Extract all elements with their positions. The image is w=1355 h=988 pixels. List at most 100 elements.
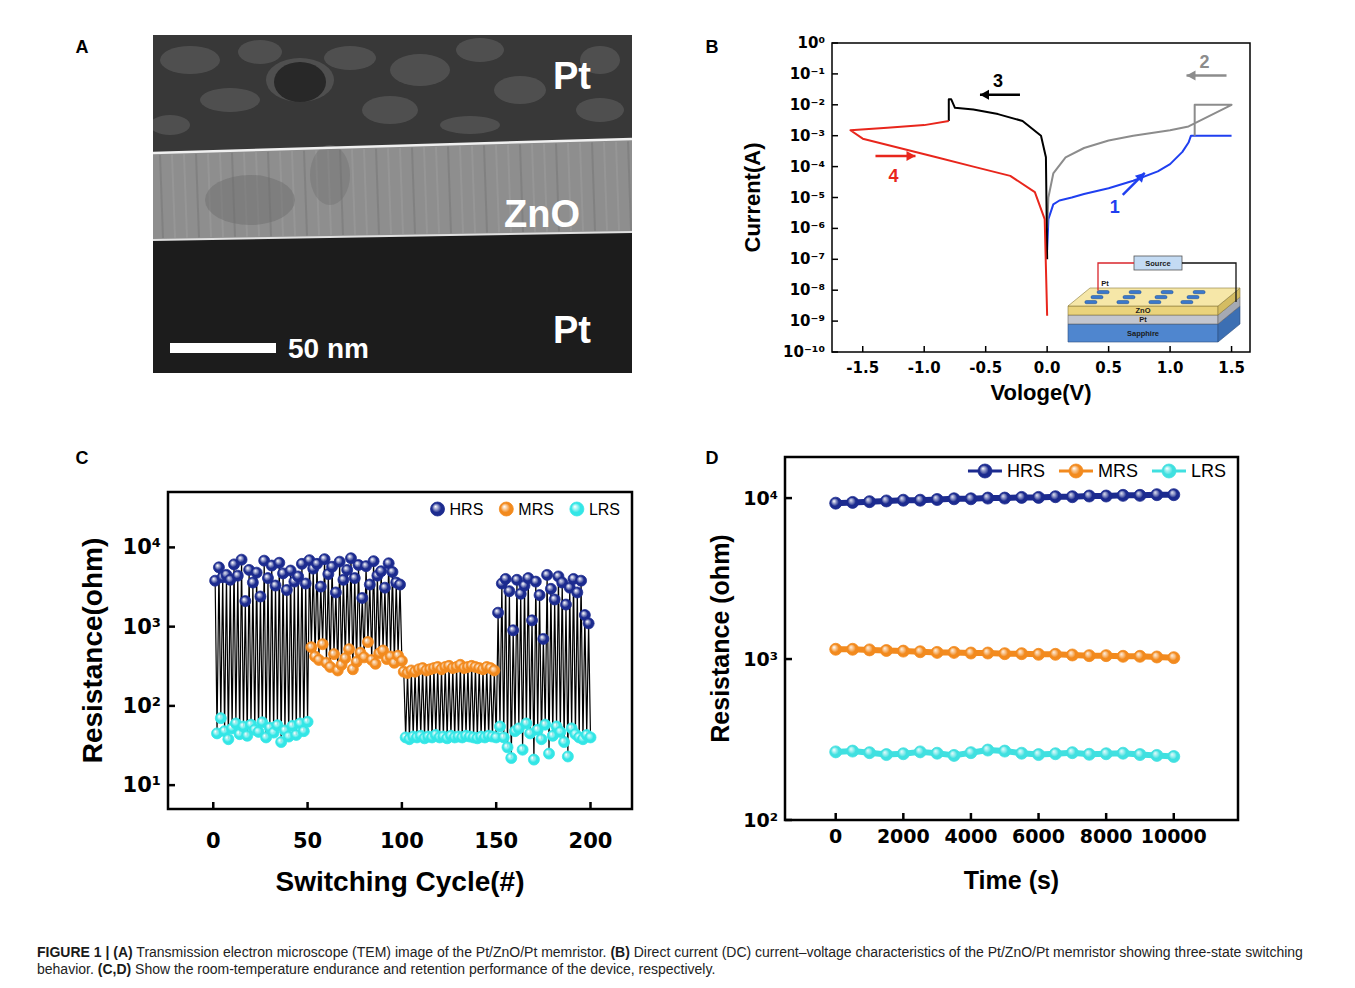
y-tick-label: 10¹: [123, 773, 161, 797]
data-point: [232, 570, 243, 581]
texture: [604, 142, 607, 231]
source-box: [1134, 256, 1182, 270]
data-point: [338, 574, 349, 585]
data-point: [1168, 751, 1180, 763]
data-point: [914, 746, 926, 758]
texture: [364, 149, 367, 235]
texture: [448, 147, 451, 234]
y-tick-label: 10⁻⁴: [790, 158, 825, 176]
data-point: [830, 497, 842, 509]
wire: [1098, 263, 1134, 291]
data-point: [1117, 489, 1129, 501]
scale-bar-label: 50 nm: [288, 333, 369, 364]
data-point: [362, 637, 373, 648]
x-tick-label: 10000: [1141, 825, 1207, 847]
data-point: [1049, 648, 1061, 660]
data-point: [999, 648, 1011, 660]
annotation-arrowhead: [1135, 173, 1145, 183]
caption-label: (A): [113, 944, 132, 960]
data-point: [982, 492, 994, 504]
x-tick: [1108, 346, 1110, 352]
data-point: [1016, 747, 1028, 759]
texture: [153, 115, 190, 135]
x-tick-label: 1.5: [1218, 359, 1245, 377]
data-point: [542, 569, 553, 580]
layer-label: Pt: [553, 55, 591, 97]
data-point: [1066, 747, 1078, 759]
y-tick-label: 10³: [123, 615, 161, 639]
inset-label: ZnO: [1136, 306, 1151, 315]
data-point: [270, 580, 281, 591]
sapphire-front: [1068, 324, 1218, 342]
y-tick: [832, 197, 838, 199]
texture: [580, 143, 583, 231]
data-point: [1168, 489, 1180, 501]
data-point: [215, 713, 226, 724]
zno-layer: [153, 139, 632, 240]
data-point: [223, 734, 234, 745]
top-electrode: [1117, 301, 1129, 304]
data-point: [364, 579, 375, 590]
series-line: [949, 99, 1047, 259]
data-point: [534, 590, 545, 601]
x-tick-label: 0.0: [1034, 359, 1061, 377]
data-point: [1016, 648, 1028, 660]
x-tick: [923, 346, 925, 352]
panel-label: D: [706, 448, 719, 468]
texture: [352, 149, 355, 234]
texture: [205, 175, 295, 225]
top-electrode: [1155, 296, 1167, 299]
y-tick: [832, 104, 838, 106]
panel-label: C: [76, 448, 89, 468]
texture: [456, 38, 504, 62]
y-axis-title: Resistance (ohm): [706, 534, 734, 742]
texture: [592, 142, 595, 230]
data-point: [559, 737, 570, 748]
data-point: [344, 644, 355, 655]
data-point: [880, 749, 892, 761]
y-tick: [832, 289, 838, 291]
data-point: [847, 496, 859, 508]
device-inset: SourcePtZnOPtSapphire: [1068, 256, 1240, 342]
y-axis-title: Resistance(ohm): [77, 538, 108, 764]
x-tick-label: 1.0: [1157, 359, 1184, 377]
texture: [388, 148, 391, 234]
legend-entry: HRS: [431, 501, 484, 518]
data-point: [1117, 747, 1129, 759]
data-point: [315, 581, 326, 592]
switching-line: [215, 558, 590, 759]
x-tick: [985, 346, 987, 352]
zno-front: [1068, 306, 1218, 315]
plot-area: [210, 553, 596, 765]
y-tick: [832, 166, 838, 168]
data-point: [982, 647, 994, 659]
tem-image: PtZnOPt50 nm: [150, 35, 632, 373]
annotation-arrowhead: [980, 90, 989, 100]
data-point: [1100, 650, 1112, 662]
data-point: [948, 646, 960, 658]
y-tick-label: 10⁻¹: [790, 65, 825, 83]
data-point: [965, 747, 977, 759]
x-tick-label: 0: [829, 825, 842, 847]
data-point: [489, 665, 500, 676]
data-point: [521, 718, 532, 729]
data-point: [1049, 491, 1061, 503]
inset-label: Pt: [1139, 315, 1147, 324]
curve-label: 2: [1200, 52, 1210, 72]
texture: [362, 96, 418, 124]
data-point: [240, 596, 251, 607]
data-point: [494, 721, 505, 732]
data-point: [1083, 490, 1095, 502]
data-point: [999, 492, 1011, 504]
annotation-arrow: [1123, 173, 1145, 195]
legend-label: HRS: [450, 501, 484, 518]
data-point: [502, 742, 513, 753]
data-point: [247, 577, 258, 588]
curve-label: 3: [993, 71, 1003, 91]
chart-panel: -1.5-1.0-0.50.00.51.01.510⁰10⁻¹10⁻²10⁻³1…: [740, 34, 1251, 405]
x-tick-label: 2000: [877, 825, 930, 847]
caption-label: (C,D): [98, 961, 131, 977]
legend-marker: [431, 502, 445, 516]
data-point: [536, 734, 547, 745]
data-point: [1168, 652, 1180, 664]
